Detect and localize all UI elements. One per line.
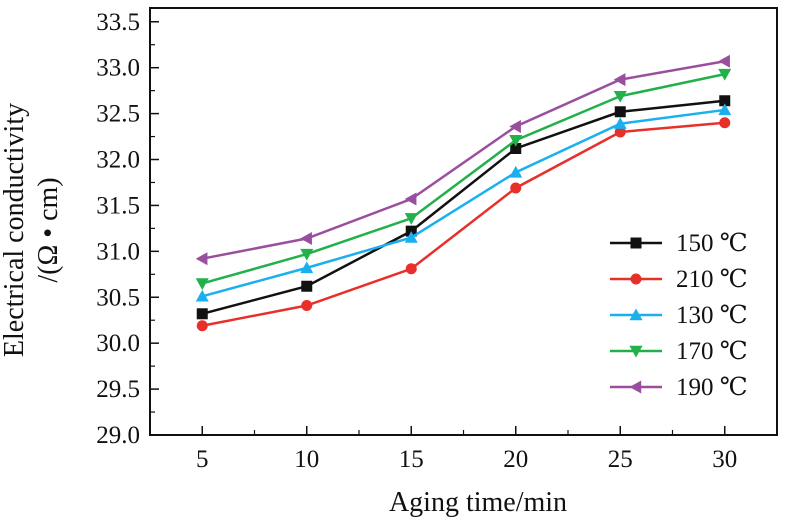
data-point bbox=[613, 73, 626, 87]
plot-frame bbox=[149, 7, 778, 436]
legend-marker bbox=[629, 345, 643, 358]
data-point bbox=[509, 119, 521, 133]
data-point bbox=[196, 308, 208, 320]
y-axis-title-line2: /(Ω • cm) bbox=[33, 177, 64, 282]
series-line bbox=[201, 108, 725, 298]
x-axis-title: Aging time/min bbox=[389, 487, 567, 518]
data-point bbox=[613, 90, 627, 103]
data-point bbox=[195, 278, 209, 290]
data-point bbox=[300, 261, 314, 274]
y-tick-label: 29.0 bbox=[96, 422, 140, 449]
x-tick-label: 5 bbox=[196, 446, 209, 473]
legend-item: 190 ℃ bbox=[610, 374, 748, 401]
y-tick-label: 33.0 bbox=[96, 55, 140, 82]
y-tick-label: 32.0 bbox=[96, 147, 140, 174]
legend-item: 150 ℃ bbox=[610, 230, 748, 257]
y-tick-label: 30.0 bbox=[96, 330, 140, 357]
legend: 150 ℃ 210 ℃ 130 ℃ 170 ℃ 190 ℃ bbox=[610, 230, 748, 401]
series-line bbox=[201, 72, 726, 285]
series-4 bbox=[195, 54, 730, 266]
series-line bbox=[202, 121, 725, 327]
x-tick-label: 30 bbox=[712, 446, 737, 473]
data-point bbox=[719, 95, 731, 107]
data-point bbox=[301, 280, 313, 292]
legend-marker bbox=[629, 308, 643, 321]
legend-label: 170 ℃ bbox=[676, 338, 748, 365]
data-point bbox=[404, 231, 418, 243]
legend-label: 210 ℃ bbox=[676, 266, 748, 293]
data-point bbox=[718, 103, 732, 116]
y-tick-label: 31.5 bbox=[96, 192, 140, 219]
series-lines bbox=[195, 54, 732, 332]
legend-label: 150 ℃ bbox=[676, 230, 748, 257]
data-point bbox=[509, 135, 523, 147]
legend-marker bbox=[630, 237, 642, 249]
x-tick-label: 25 bbox=[608, 446, 633, 473]
legend-label: 130 ℃ bbox=[676, 302, 748, 329]
data-point bbox=[196, 320, 208, 332]
series-2 bbox=[195, 103, 732, 302]
data-point bbox=[404, 192, 417, 206]
y-axis-title: Electrical conductivity /(Ω • cm) bbox=[0, 103, 64, 357]
legend-item: 170 ℃ bbox=[610, 338, 748, 365]
axis-ticks: 29.0 29.5 30.0 30.5 31.0 31.5 32.0 32.5 33.0 33.5… bbox=[96, 9, 737, 473]
data-point bbox=[195, 289, 209, 302]
legend-item: 210 ℃ bbox=[610, 266, 748, 293]
data-point bbox=[718, 54, 730, 68]
data-point bbox=[719, 117, 731, 129]
legend-item: 130 ℃ bbox=[610, 302, 748, 329]
data-point bbox=[510, 142, 522, 154]
series-line bbox=[201, 99, 725, 315]
series-3 bbox=[195, 68, 732, 290]
data-point bbox=[613, 117, 627, 129]
legend-label: 190 ℃ bbox=[676, 374, 748, 401]
x-tick-label: 20 bbox=[503, 446, 528, 473]
series-line bbox=[202, 60, 725, 260]
data-point bbox=[614, 126, 626, 138]
data-point bbox=[614, 106, 626, 118]
data-point bbox=[405, 263, 417, 275]
y-tick-label: 32.5 bbox=[96, 101, 140, 128]
data-point bbox=[300, 231, 312, 245]
y-axis-title-line1: Electrical conductivity bbox=[0, 103, 30, 357]
data-point bbox=[510, 182, 522, 194]
series-1 bbox=[196, 117, 731, 332]
data-point bbox=[301, 300, 313, 312]
y-tick-label: 31.0 bbox=[96, 238, 140, 265]
y-tick-label: 30.5 bbox=[96, 284, 140, 311]
y-tick-label: 29.5 bbox=[96, 376, 140, 403]
data-point bbox=[404, 213, 418, 225]
data-point bbox=[718, 68, 732, 81]
y-tick-label: 33.5 bbox=[96, 9, 140, 36]
data-point bbox=[509, 165, 523, 178]
x-tick-label: 15 bbox=[399, 446, 424, 473]
data-point bbox=[300, 248, 314, 261]
legend-marker bbox=[629, 380, 642, 394]
legend-marker bbox=[630, 273, 642, 285]
data-point bbox=[195, 252, 208, 266]
x-tick-label: 10 bbox=[294, 446, 319, 473]
